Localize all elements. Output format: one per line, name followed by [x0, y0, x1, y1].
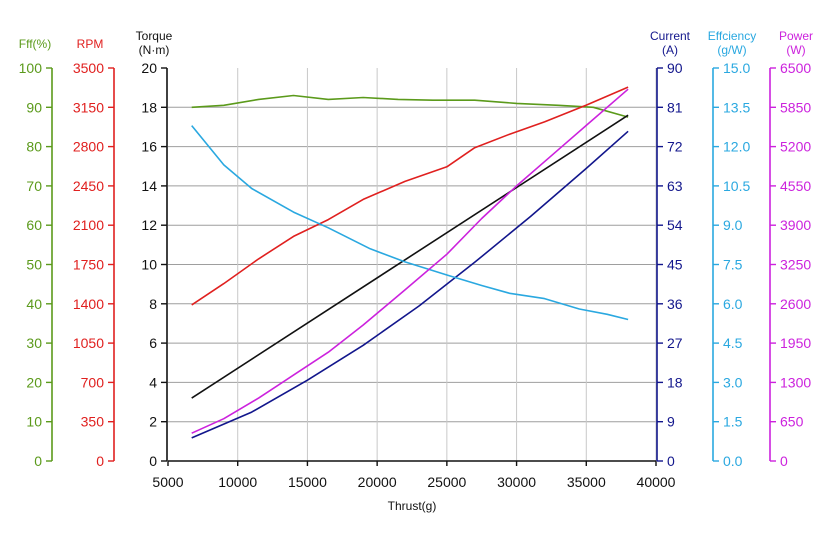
torque-tick-label: 12	[141, 217, 157, 233]
current-tick-label: 54	[667, 217, 683, 233]
rpm-tick-label: 700	[81, 374, 105, 390]
torque-tick-label: 6	[149, 335, 157, 351]
torque-axis-title-line: Torque	[136, 29, 173, 43]
current-tick-label: 27	[667, 335, 683, 351]
power-tick-label: 3250	[780, 257, 811, 273]
x-tick-label: 25000	[427, 474, 466, 490]
power-axis-title-line: (W)	[786, 43, 805, 57]
power-tick-label: 0	[780, 453, 788, 469]
eff-tick-label: 40	[26, 296, 42, 312]
current-tick-label: 9	[667, 414, 675, 430]
torque-tick-label: 0	[149, 453, 157, 469]
efficiency-tick-label: 12.0	[723, 139, 750, 155]
eff-tick-label: 90	[26, 99, 42, 115]
rpm-tick-label: 2800	[73, 139, 104, 155]
torque-tick-label: 8	[149, 296, 157, 312]
rpm-tick-label: 350	[81, 414, 105, 430]
eff-tick-label: 70	[26, 178, 42, 194]
x-tick-label: 5000	[152, 474, 183, 490]
efficiency-tick-label: 13.5	[723, 99, 750, 115]
current-tick-label: 63	[667, 178, 683, 194]
current-tick-label: 0	[667, 453, 675, 469]
torque-tick-label: 16	[141, 139, 157, 155]
torque-axis-title-line: (N·m)	[139, 43, 170, 57]
efficiency-tick-label: 9.0	[723, 217, 743, 233]
power-tick-label: 5200	[780, 139, 811, 155]
power-tick-label: 1300	[780, 374, 811, 390]
series-line-torque	[191, 114, 629, 399]
current-tick-label: 81	[667, 99, 683, 115]
rpm-tick-label: 1750	[73, 257, 104, 273]
frame-layer: 5000 10000 15000 20000 25000 30000 35000 40000 T…	[152, 460, 676, 513]
efficiency-tick-label: 15.0	[723, 60, 750, 76]
eff-axis-title: Fff(%)	[19, 37, 51, 51]
eff-tick-label: 50	[26, 257, 42, 273]
x-axis-title: Thrust(g)	[388, 499, 437, 513]
efficiency-tick-label: 6.0	[723, 296, 743, 312]
rpm-axis-title: RPM	[77, 37, 104, 51]
power-tick-label: 3900	[780, 217, 811, 233]
power-tick-label: 650	[780, 414, 804, 430]
current-axis-title-line: (A)	[662, 43, 678, 57]
eff-tick-label: 10	[26, 414, 42, 430]
torque-tick-label: 10	[141, 257, 157, 273]
efficiency-tick-label: 10.5	[723, 178, 750, 194]
rpm-tick-label: 0	[96, 453, 104, 469]
axes-layer: 0102030405060708090100Fff(%)035070010501…	[19, 29, 813, 469]
power-tick-label: 2600	[780, 296, 811, 312]
torque-tick-label: 18	[141, 99, 157, 115]
series-line-power	[191, 88, 629, 434]
efficiency-axis-title-line: (g/W)	[717, 43, 746, 57]
efficiency-tick-label: 4.5	[723, 335, 743, 351]
power-tick-label: 5850	[780, 99, 811, 115]
current-axis-title-line: Current	[650, 29, 691, 43]
series-line-eff	[191, 94, 629, 118]
rpm-tick-label: 3500	[73, 60, 104, 76]
current-tick-label: 18	[667, 374, 683, 390]
efficiency-tick-label: 7.5	[723, 257, 743, 273]
current-tick-label: 45	[667, 257, 683, 273]
efficiency-tick-label: 3.0	[723, 374, 743, 390]
rpm-tick-label: 3150	[73, 99, 104, 115]
x-tick-label: 35000	[567, 474, 606, 490]
torque-tick-label: 2	[149, 414, 157, 430]
current-tick-label: 90	[667, 60, 683, 76]
eff-tick-label: 60	[26, 217, 42, 233]
eff-tick-label: 0	[34, 453, 42, 469]
rpm-tick-label: 1400	[73, 296, 104, 312]
series-layer	[191, 86, 629, 439]
rpm-tick-label: 2450	[73, 178, 104, 194]
efficiency-axis-title-line: Effciency	[708, 29, 756, 43]
eff-tick-label: 20	[26, 374, 42, 390]
eff-tick-label: 30	[26, 335, 42, 351]
power-tick-label: 1950	[780, 335, 811, 351]
power-tick-label: 6500	[780, 60, 811, 76]
eff-tick-label: 80	[26, 139, 42, 155]
power-tick-label: 4550	[780, 178, 811, 194]
x-tick-label: 10000	[218, 474, 257, 490]
power-axis-title-line: Power	[779, 29, 813, 43]
current-tick-label: 72	[667, 139, 683, 155]
x-tick-label: 15000	[288, 474, 327, 490]
torque-tick-label: 4	[149, 374, 157, 390]
rpm-tick-label: 2100	[73, 217, 104, 233]
series-line-rpm	[191, 86, 629, 306]
eff-tick-label: 100	[19, 60, 43, 76]
torque-tick-label: 14	[141, 178, 157, 194]
x-tick-label: 30000	[497, 474, 536, 490]
x-tick-label: 40000	[637, 474, 676, 490]
x-tick-label: 20000	[358, 474, 397, 490]
efficiency-tick-label: 0.0	[723, 453, 743, 469]
current-tick-label: 36	[667, 296, 683, 312]
series-line-efficiency	[191, 125, 629, 321]
efficiency-tick-label: 1.5	[723, 414, 743, 430]
torque-tick-label: 20	[141, 60, 157, 76]
rpm-tick-label: 1050	[73, 335, 104, 351]
series-line-current	[191, 130, 629, 439]
